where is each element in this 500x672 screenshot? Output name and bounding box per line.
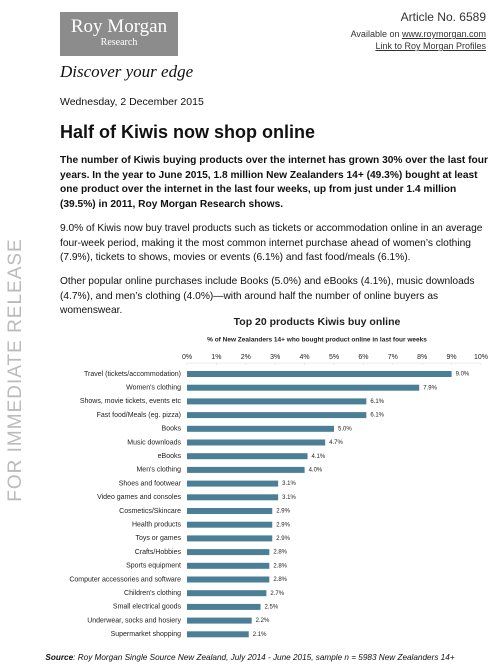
logo-name: Roy Morgan bbox=[70, 16, 168, 37]
logo: Roy Morgan Research bbox=[60, 12, 178, 56]
date: Wednesday, 2 December 2015 bbox=[60, 96, 204, 108]
y-tick-label: Computer accessories and software bbox=[69, 576, 181, 583]
value-label: 9.0% bbox=[456, 372, 470, 378]
value-label: 2.1% bbox=[253, 632, 267, 638]
bar bbox=[187, 425, 334, 432]
bar bbox=[187, 590, 267, 597]
y-tick-label: Crafts/Hobbies bbox=[135, 549, 182, 556]
chart: Top 20 products Kiwis buy online % of Ne… bbox=[69, 316, 488, 638]
x-tick-label: 3% bbox=[270, 354, 280, 361]
paragraph: Other popular online purchases include B… bbox=[60, 276, 475, 316]
bar bbox=[187, 535, 273, 542]
bar bbox=[187, 617, 252, 624]
bar bbox=[187, 466, 305, 473]
bar bbox=[187, 521, 273, 528]
value-label: 2.5% bbox=[265, 604, 279, 610]
x-tick-label: 1% bbox=[211, 354, 221, 361]
value-label: 4.0% bbox=[309, 467, 323, 473]
bar bbox=[187, 549, 270, 556]
y-tick-label: Video games and consoles bbox=[97, 494, 181, 501]
chart-title: Top 20 products Kiwis buy online bbox=[234, 316, 401, 328]
y-tick-label: Cosmetics/Skincare bbox=[119, 508, 181, 515]
bar bbox=[187, 494, 279, 501]
bar bbox=[187, 480, 279, 487]
value-label: 6.1% bbox=[370, 399, 384, 405]
logo-sub: Research bbox=[100, 37, 138, 48]
y-tick-label: eBooks bbox=[158, 453, 182, 460]
source-label: Source bbox=[45, 653, 74, 662]
bar bbox=[187, 439, 326, 446]
value-label: 3.1% bbox=[282, 495, 296, 501]
y-tick-label: Travel (tickets/accommodation) bbox=[84, 371, 181, 378]
bar bbox=[187, 603, 261, 610]
x-tick-label: 10% bbox=[474, 354, 488, 361]
bar bbox=[187, 453, 308, 460]
bar bbox=[187, 384, 420, 391]
available: Available on www.roymorgan.com bbox=[351, 29, 486, 39]
y-tick-label: Underwear, socks and hosiery bbox=[87, 617, 181, 624]
article-no: Article No. 6589 bbox=[400, 10, 486, 24]
value-label: 7.9% bbox=[423, 385, 437, 391]
chart-subtitle: % of New Zealanders 14+ who bought produ… bbox=[207, 337, 427, 344]
y-tick-label: Shows, movie tickets, events etc bbox=[80, 398, 182, 405]
x-tick-label: 0% bbox=[182, 354, 192, 361]
profiles: Link to Roy Morgan Profiles bbox=[375, 41, 486, 51]
y-tick-label: Small electrical goods bbox=[113, 604, 182, 611]
y-tick-label: Toys or games bbox=[135, 535, 181, 542]
value-label: 2.9% bbox=[276, 536, 290, 542]
paragraph: 9.0% of Kiwis now buy travel products su… bbox=[60, 223, 483, 263]
y-tick-label: Women's clothing bbox=[126, 385, 181, 392]
x-tick-label: 6% bbox=[358, 354, 368, 361]
y-tick-label: Books bbox=[162, 426, 182, 433]
x-tick-label: 9% bbox=[447, 354, 457, 361]
value-label: 5.0% bbox=[338, 426, 352, 432]
value-label: 2.2% bbox=[256, 618, 270, 624]
website-link[interactable]: www.roymorgan.com bbox=[401, 29, 486, 39]
x-tick-label: 4% bbox=[300, 354, 310, 361]
tagline: Discover your edge bbox=[60, 62, 194, 81]
bar bbox=[187, 371, 452, 377]
bar bbox=[187, 562, 270, 569]
x-tick-label: 5% bbox=[329, 354, 339, 361]
value-label: 2.9% bbox=[276, 522, 290, 528]
x-tick-label: 8% bbox=[417, 354, 427, 361]
headline: Half of Kiwis now shop online bbox=[60, 122, 315, 142]
bar bbox=[187, 631, 249, 638]
value-label: 2.8% bbox=[273, 550, 287, 556]
value-label: 3.1% bbox=[282, 481, 296, 487]
source-text: : Roy Morgan Single Source New Zealand, … bbox=[73, 653, 455, 662]
y-tick-label: Fast food/Meals (eg. pizza) bbox=[97, 412, 181, 419]
x-tick-label: 2% bbox=[241, 354, 251, 361]
bar bbox=[187, 412, 367, 419]
y-tick-label: Health products bbox=[132, 522, 182, 529]
y-tick-label: Men's clothing bbox=[136, 467, 181, 474]
bar bbox=[187, 398, 367, 405]
x-tick-label: 7% bbox=[388, 354, 398, 361]
y-tick-label: Sports equipment bbox=[126, 563, 181, 570]
y-tick-label: Children's clothing bbox=[124, 590, 181, 597]
bar bbox=[187, 508, 273, 514]
y-tick-label: Shoes and footwear bbox=[119, 480, 182, 487]
value-label: 2.8% bbox=[273, 577, 287, 583]
y-tick-label: Music downloads bbox=[127, 439, 181, 446]
value-label: 4.1% bbox=[312, 454, 326, 460]
bar bbox=[187, 576, 270, 583]
paragraph: The number of Kiwis buying products over… bbox=[60, 155, 488, 210]
value-label: 6.1% bbox=[370, 413, 384, 419]
y-tick-label: Supermarket shopping bbox=[111, 631, 182, 638]
source: Source: Roy Morgan Single Source New Zea… bbox=[0, 653, 500, 662]
available-prefix: Available on bbox=[350, 29, 402, 39]
value-label: 2.7% bbox=[270, 591, 284, 597]
profiles-link[interactable]: Link to Roy Morgan Profiles bbox=[375, 41, 486, 51]
value-label: 4.7% bbox=[329, 440, 343, 446]
value-label: 2.8% bbox=[273, 563, 287, 569]
value-label: 2.9% bbox=[276, 509, 290, 515]
